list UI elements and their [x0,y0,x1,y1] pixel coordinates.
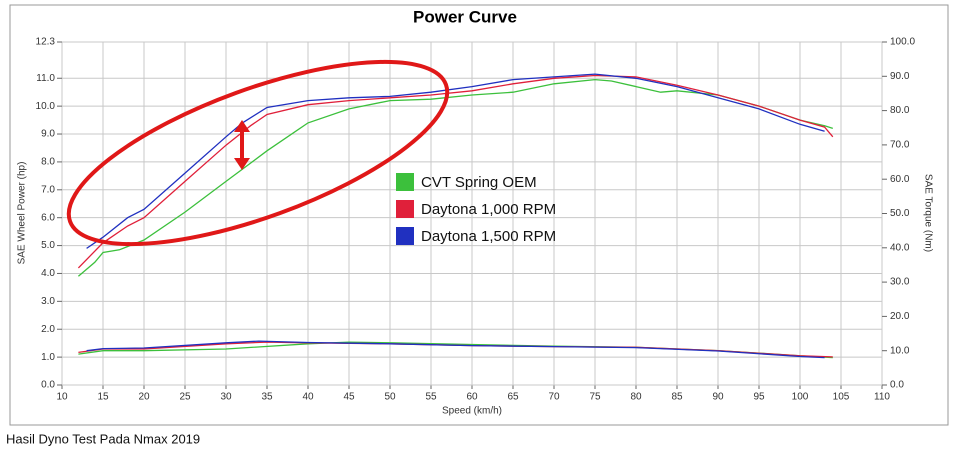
y2-tick-label: 30.0 [890,277,910,288]
series-line [77,74,834,269]
y2-axis-label: SAE Torque (Nm) [922,174,933,252]
y-tick-label: 1.0 [41,352,55,363]
y2-tick-label: 60.0 [890,174,910,185]
arrow-head [234,120,250,132]
y2-tick-label: 20.0 [890,311,910,322]
plot-area: 10 15 20 25 30 35 40 45 50 55 60 65 70 75 80 85 90 95 100 1… [36,37,916,403]
x-tick-label: 110 [874,392,890,403]
legend-label: CVT Spring OEM [421,174,537,191]
y2-tick-label: 10.0 [890,345,910,356]
series-line [86,73,825,249]
y-tick-label: 3.0 [41,296,55,307]
y-tick-label: 2.0 [41,324,55,335]
y2-tick-label: 80.0 [890,105,910,116]
x-tick-label: 105 [833,392,850,403]
caption: Hasil Dyno Test Pada Nmax 2019 [6,431,200,446]
y2-tick-label: 90.0 [890,71,910,82]
legend-swatch [396,227,414,245]
y2-tick-label: 100.0 [890,37,915,48]
y-tick-label: 5.0 [41,240,55,251]
x-tick-label: 35 [261,392,273,403]
y-tick-label: 10.0 [36,101,56,112]
x-tick-label: 60 [466,392,478,403]
legend-swatch [396,173,414,191]
x-tick-label: 65 [507,392,519,403]
y-tick-label: 11.0 [36,73,55,84]
y-tick-label: 4.0 [41,268,55,279]
x-tick-label: 40 [302,392,314,403]
y-tick-label: 12.3 [36,37,56,48]
y2-tick-label: 70.0 [890,140,910,151]
legend-label: Daytona 1,500 RPM [421,228,556,245]
y-axis-label: SAE Wheel Power (hp) [17,162,28,265]
x-tick-label: 50 [384,392,396,403]
x-axis-label: Speed (km/h) [442,406,502,417]
x-tick-label: 95 [753,392,765,403]
x-tick-label: 25 [179,392,191,403]
x-tick-label: 10 [56,392,68,403]
x-tick-label: 55 [425,392,437,403]
series-line [86,340,825,359]
highlight-ellipse [66,59,450,247]
x-tick-label: 15 [97,392,109,403]
y-tick-label: 8.0 [41,157,55,168]
x-tick-label: 70 [548,392,560,403]
y2-tick-label: 40.0 [890,242,910,253]
y-tick-label: 9.0 [41,129,55,140]
x-tick-label: 85 [671,392,683,403]
y-tick-label: 7.0 [41,184,55,195]
x-tick-label: 100 [792,392,809,403]
x-tick-label: 90 [712,392,724,403]
y2-tick-label: 0.0 [890,380,904,391]
legend-swatch [396,200,414,218]
y2-tick-label: 50.0 [890,208,910,219]
x-tick-label: 75 [589,392,601,403]
legend-label: Daytona 1,000 RPM [421,201,556,218]
y-tick-label: 6.0 [41,212,55,223]
y-tick-label: 0.0 [41,380,55,391]
x-tick-label: 30 [220,392,232,403]
x-tick-label: 20 [138,392,150,403]
x-tick-label: 80 [630,392,642,403]
chart-title: Power Curve [413,7,517,26]
x-tick-label: 45 [343,392,355,403]
arrow-head [234,158,250,170]
